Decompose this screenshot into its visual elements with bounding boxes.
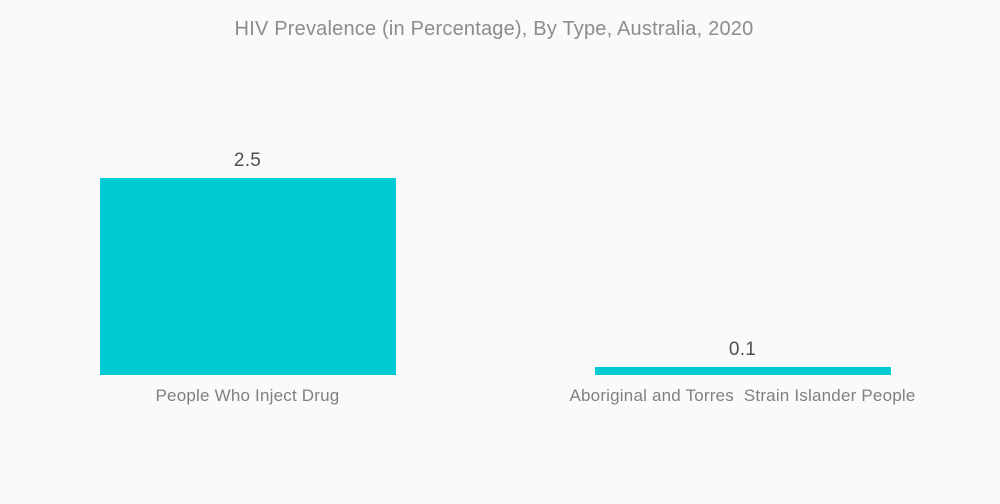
bar-group: 0.1 <box>495 339 990 375</box>
bar <box>99 178 396 375</box>
category-label: People Who Inject Drug <box>155 386 340 405</box>
category-label: Aboriginal and Torres Strain Islander Pe… <box>569 386 916 405</box>
category-axis: People Who Inject Drug Aboriginal and Tor… <box>0 386 990 406</box>
bar-group: 2.5 <box>0 150 495 375</box>
chart-title: HIV Prevalence (in Percentage), By Type,… <box>234 18 754 40</box>
bar <box>594 367 891 375</box>
bar-value-label: 2.5 <box>233 150 262 171</box>
plot-area: 2.5 0.1 <box>0 150 990 375</box>
bar-value-label: 0.1 <box>728 339 757 360</box>
